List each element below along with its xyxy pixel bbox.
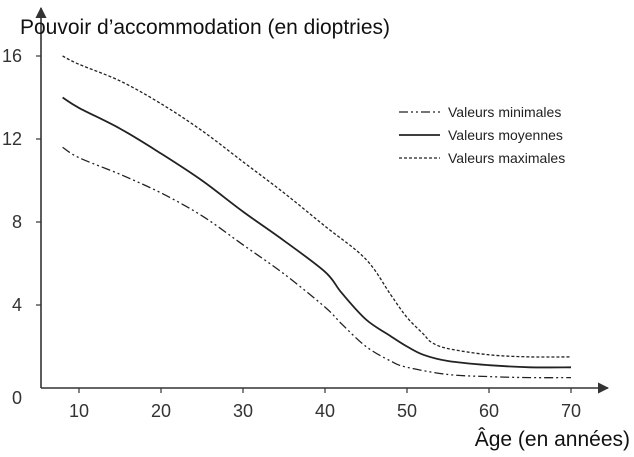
legend: Valeurs minimales Valeurs moyennes Valeurs… xyxy=(399,104,565,166)
y-tick-label: 0 xyxy=(12,388,22,408)
y-tick-label: 12 xyxy=(2,129,22,149)
legend-label: Valeurs moyennes xyxy=(448,127,563,143)
series-line-3 xyxy=(62,55,572,358)
x-tick-label: 60 xyxy=(479,401,499,421)
series-line-1 xyxy=(62,146,572,379)
y-tick-label: 4 xyxy=(12,295,22,315)
x-axis-label: Âge (en années) xyxy=(474,428,630,451)
series-line-2 xyxy=(62,96,572,369)
y-tick-label: 8 xyxy=(12,212,22,232)
x-tick-label: 50 xyxy=(397,401,417,421)
y-tick-label: 16 xyxy=(2,46,22,66)
x-tick-label: 10 xyxy=(69,401,89,421)
legend-label: Valeurs minimales xyxy=(448,104,561,120)
y-axis-label: Pouvoir d’accommodation (en dioptries) xyxy=(20,16,391,39)
x-tick-label: 20 xyxy=(151,401,171,421)
x-tick-label: 70 xyxy=(561,401,581,421)
legend-label: Valeurs maximales xyxy=(448,150,565,166)
x-tick-label: 40 xyxy=(315,401,335,421)
x-tick-label: 30 xyxy=(233,401,253,421)
